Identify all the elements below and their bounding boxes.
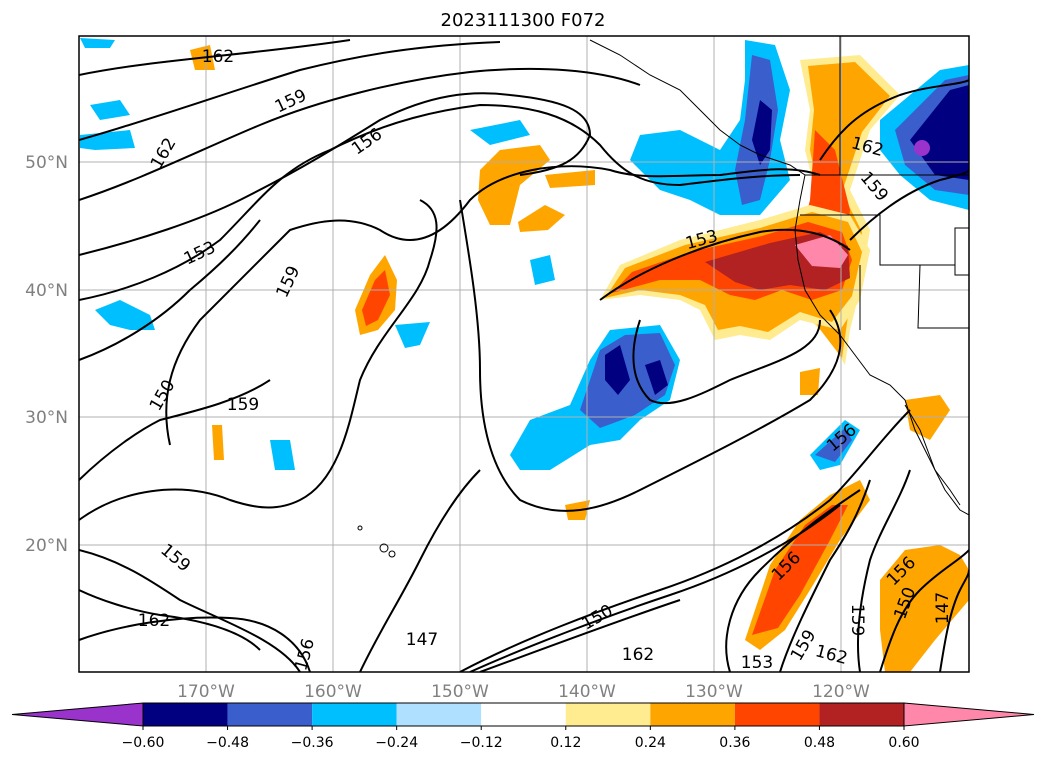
- colorbar-extend-low: [11, 702, 144, 727]
- lon-label: 170°W: [177, 682, 235, 702]
- colorbar-frame: [142, 702, 905, 727]
- colorbar-segment: [650, 703, 735, 726]
- contour-label: 147: [406, 630, 438, 650]
- colorbar-tick-label: 0.36: [719, 735, 750, 751]
- colorbar: −0.60 −0.48 −0.36 −0.24 −0.12 0.12 0.24 0.36 0.4…: [11, 702, 1035, 751]
- colorbar-segment: [734, 703, 820, 726]
- colorbar-tick-label: −0.48: [206, 735, 249, 751]
- colorbar-segment: [396, 703, 482, 726]
- lon-label: 150°W: [431, 682, 489, 702]
- colorbar-tick-label: 0.60: [888, 735, 919, 751]
- colorbar-tick-label: −0.12: [460, 735, 503, 751]
- map-frame: [78, 35, 970, 673]
- lon-label: 120°W: [812, 682, 870, 702]
- colorbar-segment: [565, 703, 651, 726]
- graticule: [79, 36, 969, 672]
- colorbar-tick-label: −0.36: [291, 735, 334, 751]
- contour-label: 147: [933, 592, 953, 624]
- lat-label: 20°N: [25, 536, 68, 556]
- colorbar-segment: [312, 703, 397, 726]
- lat-label: 40°N: [25, 281, 68, 301]
- lat-label: 30°N: [25, 408, 68, 428]
- longitude-labels: 170°W 160°W 150°W 140°W 130°W 120°W: [177, 682, 870, 702]
- map-title: 2023111300 F072: [441, 10, 606, 31]
- contour-label: 162: [622, 645, 654, 665]
- colorbar-tick-label: 0.24: [635, 735, 666, 751]
- colorbar-segment: [227, 703, 313, 726]
- colorbar-segment: [819, 703, 904, 726]
- colorbar-tick-label: −0.60: [122, 735, 165, 751]
- colorbar-tick-label: −0.24: [375, 735, 418, 751]
- shaded-anomaly-field: [80, 38, 969, 672]
- colorbar-extend-high: [903, 702, 1035, 727]
- contour-label: 162: [202, 47, 234, 67]
- height-contours: [79, 39, 969, 672]
- contour-label: 159: [227, 395, 259, 415]
- lon-label: 160°W: [304, 682, 362, 702]
- colorbar-segment: [481, 703, 566, 726]
- lat-label: 50°N: [25, 153, 68, 173]
- map-panel: 162 159 162 156 153 159 150 159 153 162 …: [25, 35, 970, 702]
- contour-label: 153: [741, 653, 773, 673]
- colorbar-tick-label: 0.48: [804, 735, 835, 751]
- lon-label: 140°W: [558, 682, 616, 702]
- contour-label: 159: [847, 604, 867, 636]
- coastlines: [357, 36, 969, 558]
- contour-label: 162: [138, 611, 170, 631]
- lon-label: 130°W: [685, 682, 743, 702]
- latitude-labels: 50°N 40°N 30°N 20°N: [25, 153, 68, 556]
- colorbar-tick-label: 0.12: [550, 735, 581, 751]
- colorbar-segment: [143, 703, 228, 726]
